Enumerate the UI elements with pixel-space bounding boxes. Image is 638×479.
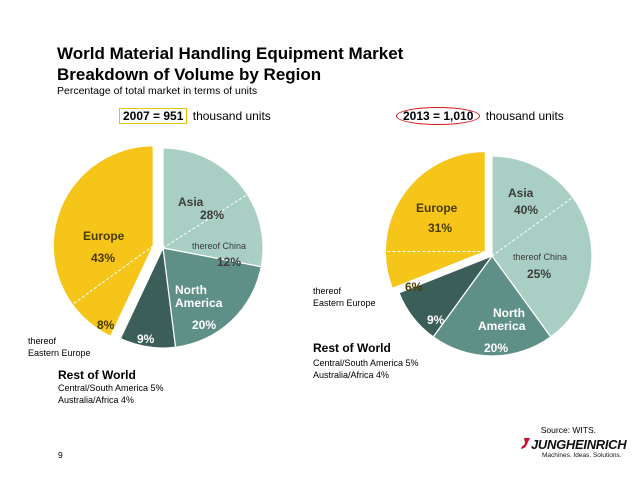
value-china: 25%	[527, 267, 551, 281]
label-eastern-europe-2: Eastern Europe	[313, 298, 376, 308]
chart-2013-units: thousand units	[485, 109, 564, 123]
page-description: Percentage of total market in terms of u…	[57, 85, 258, 97]
chart-2013-total: 2013 = 1,010	[396, 107, 481, 125]
value-eastern-europe: 8%	[97, 318, 115, 332]
label-rest-of-world-detail-1: Central/South America 5%	[313, 358, 419, 368]
chart-2007-units: thousand units	[192, 109, 271, 123]
pie-slice-europe	[384, 150, 486, 290]
logo-mark-icon	[521, 438, 530, 449]
label-asia: Asia	[508, 186, 534, 200]
label-eastern-europe-1: thereof	[28, 336, 57, 346]
pie-slice-asia	[162, 147, 264, 268]
label-north-america-2: America	[478, 319, 526, 333]
label-europe: Europe	[416, 201, 458, 215]
label-rest-of-world-detail-2: Australia/Africa 4%	[58, 395, 134, 405]
label-rest-of-world: Rest of World	[313, 341, 391, 355]
page-number: 9	[58, 450, 63, 460]
page-subtitle-heading: Breakdown of Volume by Region	[57, 65, 322, 84]
page-title: World Material Handling Equipment Market	[57, 44, 404, 63]
source-note: Source: WITS.	[540, 425, 596, 435]
label-eastern-europe-1: thereof	[313, 286, 342, 296]
chart-2007-total: 2007 = 951	[119, 108, 188, 124]
logo-tagline: Machines. Ideas. Solutions.	[542, 452, 622, 459]
label-north-america-2: America	[175, 296, 223, 310]
label-north-america-1: North	[175, 283, 207, 297]
pie-slice-rest-of-world	[119, 245, 177, 349]
value-europe: 31%	[428, 221, 452, 235]
logo-name: JUNGHEINRICH	[531, 437, 627, 452]
label-rest-of-world: Rest of World	[58, 368, 136, 382]
pie-slice-north-america	[162, 247, 262, 348]
value-eastern-europe: 6%	[405, 280, 423, 294]
value-china: 12%	[217, 255, 241, 269]
label-rest-of-world-detail-2: Australia/Africa 4%	[313, 370, 389, 380]
sub-segment-divider	[162, 193, 248, 249]
label-rest-of-world-detail-1: Central/South America 5%	[58, 383, 164, 393]
chart-2007-header: 2007 = 951 thousand units	[119, 108, 271, 124]
sub-segment-divider	[491, 196, 574, 257]
value-rest-of-world: 9%	[427, 313, 445, 327]
label-north-america-1: North	[493, 306, 525, 320]
jungheinrich-logo: JUNGHEINRICH Machines. Ideas. Solutions.	[521, 437, 627, 463]
pie-slice-europe	[52, 145, 154, 338]
chart-2013-header: 2013 = 1,010 thousand units	[396, 107, 564, 125]
label-china: thereof China	[513, 252, 567, 262]
value-europe: 43%	[91, 251, 115, 265]
value-north-america: 20%	[484, 341, 508, 355]
sub-segment-divider	[72, 245, 154, 306]
label-china: thereof China	[192, 241, 246, 251]
label-europe: Europe	[83, 229, 125, 243]
label-asia: Asia	[178, 195, 204, 209]
value-asia: 40%	[514, 203, 538, 217]
pie-slice-north-america	[432, 254, 552, 357]
value-rest-of-world: 9%	[137, 332, 155, 346]
pie-slice-rest-of-world	[398, 254, 494, 338]
value-north-america: 20%	[192, 318, 216, 332]
value-asia: 28%	[200, 208, 224, 222]
label-eastern-europe-2: Eastern Europe	[28, 348, 91, 358]
